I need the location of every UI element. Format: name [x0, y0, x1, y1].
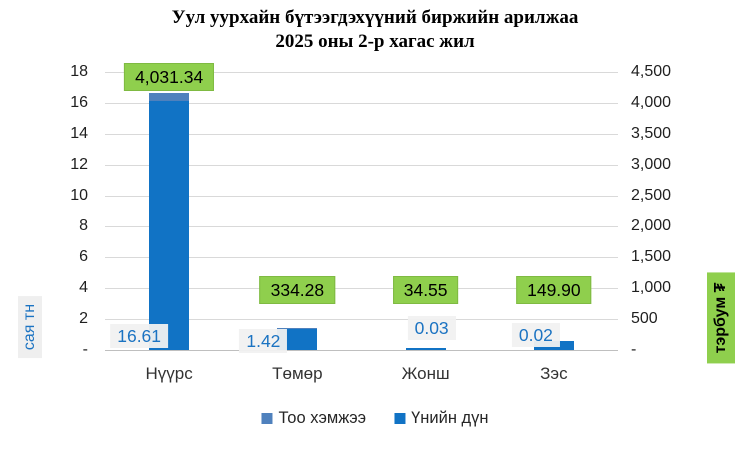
value-data-label: 149.90: [516, 276, 592, 304]
value-data-label: 4,031.34: [124, 63, 215, 91]
right-axis-unit-label: тэрбум ₮: [707, 272, 735, 364]
right-axis-tick: 1,500: [631, 248, 672, 266]
left-axis-tick: 12: [70, 155, 88, 173]
legend-swatch-quantity: [261, 413, 273, 424]
quantity-data-label: 16.61: [110, 324, 169, 348]
gridline: [105, 133, 618, 135]
left-axis-tick: 16: [70, 93, 88, 111]
category-label: Төмөр: [272, 364, 323, 383]
gridline: [105, 164, 618, 166]
quantity-data-label: 1.42: [239, 329, 288, 353]
quantity-data-label: 0.02: [511, 323, 560, 347]
right-axis-tick: 3,500: [631, 124, 672, 142]
right-axis-tick: 3,000: [631, 155, 672, 173]
right-axis-tick: -: [631, 341, 637, 358]
right-axis-tick: 2,000: [631, 217, 672, 235]
chart-legend: Тоо хэмжээ Үнийн дүн: [261, 409, 489, 428]
left-axis-tick: 2: [79, 310, 88, 328]
right-axis-tick: 1,000: [631, 279, 672, 297]
value-bar: [405, 347, 446, 350]
left-axis-tick: 6: [79, 248, 88, 266]
category-label: Зэс: [540, 364, 568, 383]
gridline: [105, 319, 618, 321]
right-axis-tick: 500: [631, 310, 658, 328]
value-data-label: 334.28: [259, 276, 336, 304]
legend-item: Тоо хэмжээ: [261, 409, 366, 428]
value-data-label: 34.55: [392, 276, 459, 304]
gridline: [105, 257, 618, 259]
left-axis-tick: -: [82, 341, 88, 358]
category-label: Нүүрс: [145, 364, 193, 383]
right-axis-tick: 4,000: [631, 93, 672, 111]
chart-title: Уул уурхайн бүтээгдэхүүний биржийн арилж…: [0, 6, 750, 54]
left-axis-tick: 18: [70, 63, 88, 80]
right-axis-tick: 4,500: [631, 63, 672, 80]
gridline: [105, 72, 618, 73]
legend-label: Тоо хэмжээ: [278, 409, 367, 427]
category-label: Жонш: [401, 364, 450, 383]
left-axis-tick: 4: [79, 279, 88, 297]
gridline: [105, 226, 618, 228]
left-axis-tick: 14: [70, 124, 88, 142]
gridline: [105, 102, 618, 104]
legend-swatch-value: [394, 413, 406, 424]
legend-item: Үнийн дүн: [394, 409, 489, 428]
quantity-data-label: 0.03: [407, 316, 456, 340]
chart-title-line2: 2025 оны 2-р хагас жил: [275, 31, 475, 52]
right-axis-tick: 2,500: [631, 186, 672, 204]
legend-label: Үнийн дүн: [411, 409, 489, 427]
gridline: [105, 195, 618, 197]
value-bar: [149, 100, 190, 350]
left-axis-tick: 10: [70, 186, 88, 204]
gridline: [105, 350, 618, 351]
chart-title-line1: Уул уурхайн бүтээгдэхүүний биржийн арилж…: [171, 7, 579, 28]
gridline: [105, 288, 618, 290]
left-axis-tick: 8: [79, 217, 88, 235]
